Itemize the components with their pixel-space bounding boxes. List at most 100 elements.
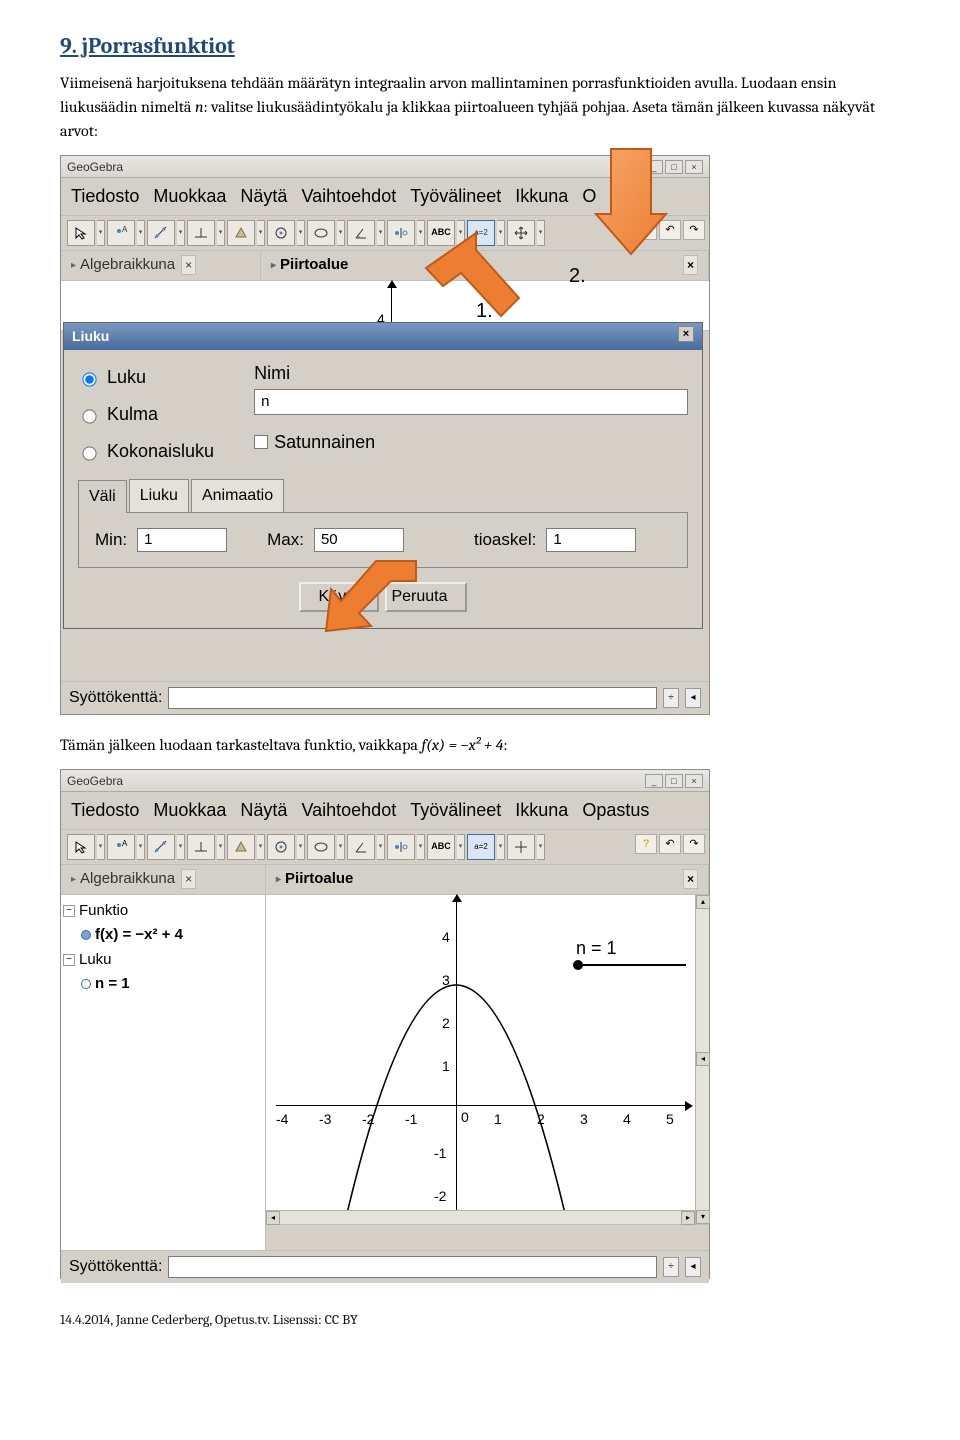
menu-window[interactable]: Ikkuna bbox=[515, 183, 568, 210]
redo-icon[interactable]: ↷ bbox=[683, 220, 705, 240]
tab-range[interactable]: Väli bbox=[78, 480, 127, 513]
collapse-icon[interactable]: − bbox=[63, 954, 75, 966]
tool-angle[interactable] bbox=[347, 220, 375, 246]
tool-angle[interactable] bbox=[347, 834, 375, 860]
scrollbar-horizontal[interactable]: ◂ ▸ bbox=[266, 1210, 695, 1224]
draw-canvas[interactable]: 4 3 2 1 0 -1 -2 -4 -3 -2 -1 1 2 3 4 5 n … bbox=[266, 895, 709, 1225]
tool-dd[interactable]: ▾ bbox=[417, 834, 425, 860]
scroll-handle-icon[interactable]: ◂ bbox=[696, 1052, 710, 1066]
input-help-icon[interactable]: ◂ bbox=[685, 1257, 701, 1277]
algebra-num-expr[interactable]: n = 1 bbox=[95, 973, 130, 996]
collapse-icon[interactable]: − bbox=[63, 905, 75, 917]
max-input[interactable] bbox=[314, 528, 404, 552]
visibility-toggle-icon[interactable] bbox=[81, 930, 91, 940]
tool-dd[interactable]: ▾ bbox=[337, 220, 345, 246]
tool-dd[interactable]: ▾ bbox=[137, 834, 145, 860]
tool-dd[interactable]: ▾ bbox=[537, 834, 545, 860]
tool-dd[interactable]: ▾ bbox=[457, 220, 465, 246]
scroll-down-icon[interactable]: ▾ bbox=[696, 1210, 710, 1224]
algebra-panel-header[interactable]: ▸Algebraikkuna× bbox=[61, 865, 266, 894]
tool-dd[interactable]: ▾ bbox=[377, 834, 385, 860]
maximize-button[interactable]: □ bbox=[665, 160, 683, 174]
menu-help-partial[interactable]: O bbox=[582, 183, 596, 210]
tool-dd[interactable]: ▾ bbox=[257, 220, 265, 246]
close-button[interactable]: × bbox=[685, 774, 703, 788]
dialog-close-icon[interactable]: × bbox=[678, 326, 694, 342]
tool-text[interactable]: ABC bbox=[427, 834, 455, 860]
tool-dd[interactable]: ▾ bbox=[217, 220, 225, 246]
menu-view[interactable]: Näytä bbox=[240, 183, 287, 210]
tool-dd[interactable]: ▾ bbox=[297, 834, 305, 860]
scroll-up-icon[interactable]: ▴ bbox=[696, 895, 710, 909]
tool-line[interactable] bbox=[147, 220, 175, 246]
menu-file[interactable]: Tiedosto bbox=[71, 183, 139, 210]
tool-dd[interactable]: ▾ bbox=[257, 834, 265, 860]
input-field[interactable] bbox=[168, 687, 657, 709]
tab-animation[interactable]: Animaatio bbox=[191, 479, 284, 512]
tool-dd[interactable]: ▾ bbox=[497, 220, 505, 246]
tool-perpendicular[interactable] bbox=[187, 834, 215, 860]
tool-point[interactable]: A bbox=[107, 220, 135, 246]
tool-ellipse[interactable] bbox=[307, 834, 335, 860]
tool-reflect[interactable] bbox=[387, 220, 415, 246]
tool-circle[interactable] bbox=[267, 834, 295, 860]
tool-polygon[interactable] bbox=[227, 220, 255, 246]
tool-polygon[interactable] bbox=[227, 834, 255, 860]
input-dropdown[interactable]: ÷ bbox=[663, 1257, 679, 1277]
draw-panel-header[interactable]: ▸Piirtoalue × bbox=[261, 251, 709, 280]
tool-dd[interactable]: ▾ bbox=[177, 834, 185, 860]
close-icon[interactable]: × bbox=[181, 869, 196, 889]
close-icon[interactable]: × bbox=[181, 255, 196, 275]
tool-dd[interactable]: ▾ bbox=[177, 220, 185, 246]
tool-dd[interactable]: ▾ bbox=[457, 834, 465, 860]
menu-help[interactable]: Opastus bbox=[582, 797, 649, 824]
menu-edit[interactable]: Muokkaa bbox=[153, 797, 226, 824]
tool-reflect[interactable] bbox=[387, 834, 415, 860]
tool-dd[interactable]: ▾ bbox=[137, 220, 145, 246]
redo-icon[interactable]: ↷ bbox=[683, 834, 705, 854]
tab-slider[interactable]: Liuku bbox=[129, 479, 189, 512]
tool-slider[interactable]: a=2 bbox=[467, 834, 495, 860]
random-checkbox[interactable]: Satunnainen bbox=[254, 429, 688, 456]
draw-panel-header[interactable]: ▸Piirtoalue × bbox=[266, 865, 709, 894]
menu-file[interactable]: Tiedosto bbox=[71, 797, 139, 824]
algebra-panel-header[interactable]: ▸Algebraikkuna× bbox=[61, 251, 261, 280]
name-input[interactable] bbox=[254, 389, 688, 415]
input-dropdown[interactable]: ÷ bbox=[663, 688, 679, 708]
tool-slider[interactable]: a=2 bbox=[467, 220, 495, 246]
minimize-button[interactable]: _ bbox=[645, 774, 663, 788]
tool-point[interactable]: A bbox=[107, 834, 135, 860]
close-button[interactable]: × bbox=[685, 160, 703, 174]
close-icon[interactable]: × bbox=[683, 869, 698, 889]
menu-tools[interactable]: Työvälineet bbox=[410, 797, 501, 824]
radio-integer[interactable]: Kokonaisluku bbox=[78, 438, 214, 465]
slider-n[interactable]: n = 1 bbox=[576, 935, 686, 966]
tool-dd[interactable]: ▾ bbox=[377, 220, 385, 246]
help-icon[interactable]: ? bbox=[635, 220, 657, 240]
apply-button[interactable]: Käytä bbox=[299, 582, 380, 612]
min-input[interactable] bbox=[137, 528, 227, 552]
visibility-toggle-icon[interactable] bbox=[81, 979, 91, 989]
minimize-button[interactable]: _ bbox=[645, 160, 663, 174]
tool-move-view[interactable] bbox=[507, 220, 535, 246]
menu-tools[interactable]: Työvälineet bbox=[410, 183, 501, 210]
tool-dd[interactable]: ▾ bbox=[497, 834, 505, 860]
tool-ellipse[interactable] bbox=[307, 220, 335, 246]
undo-icon[interactable]: ↶ bbox=[659, 834, 681, 854]
tool-dd[interactable]: ▾ bbox=[97, 834, 105, 860]
radio-number[interactable]: Luku bbox=[78, 364, 214, 391]
step-input[interactable] bbox=[546, 528, 636, 552]
tool-dd[interactable]: ▾ bbox=[217, 834, 225, 860]
tool-move[interactable] bbox=[67, 220, 95, 246]
maximize-button[interactable]: □ bbox=[665, 774, 683, 788]
tool-dd[interactable]: ▾ bbox=[337, 834, 345, 860]
tool-line[interactable] bbox=[147, 834, 175, 860]
slider-thumb-icon[interactable] bbox=[573, 960, 583, 970]
algebra-func-expr[interactable]: f(x) = −x² + 4 bbox=[95, 924, 183, 947]
menu-edit[interactable]: Muokkaa bbox=[153, 183, 226, 210]
input-help-icon[interactable]: ◂ bbox=[685, 688, 701, 708]
scrollbar-vertical[interactable]: ▴ ◂ ▾ bbox=[695, 895, 709, 1224]
tool-text[interactable]: ABC bbox=[427, 220, 455, 246]
tool-dd[interactable]: ▾ bbox=[417, 220, 425, 246]
tool-perpendicular[interactable] bbox=[187, 220, 215, 246]
